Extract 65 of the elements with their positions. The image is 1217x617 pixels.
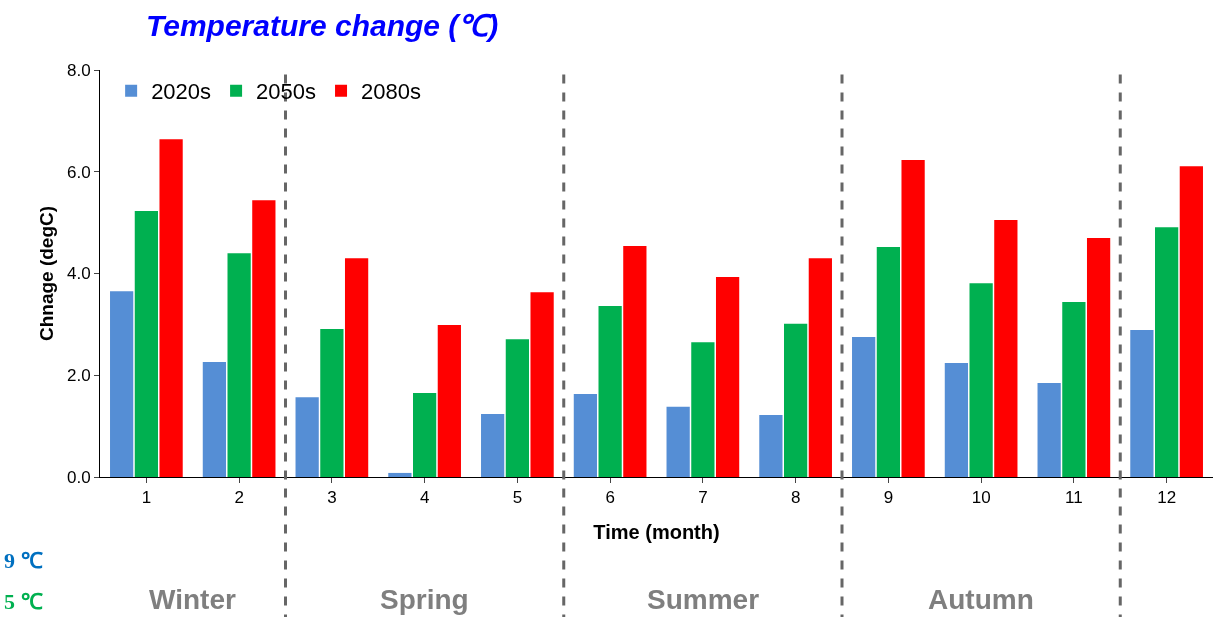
text: Summer: [647, 584, 760, 615]
bar: [481, 413, 505, 477]
bar: [784, 323, 808, 477]
x-tick-label: 7: [698, 488, 708, 508]
bar: [876, 247, 900, 477]
bar: [437, 324, 461, 477]
x-axis-title: Time (month): [593, 520, 720, 543]
text: 5 ℃: [4, 589, 43, 614]
legend-label: 2080s: [361, 79, 421, 105]
bar: [1155, 227, 1179, 477]
bar: [344, 258, 369, 477]
bar: [623, 246, 647, 477]
text: Autumn: [928, 584, 1034, 615]
bar: [598, 306, 622, 477]
x-tick-label: 9: [883, 488, 894, 508]
y-tick-label: 6.0: [66, 162, 91, 182]
y-tick-label: 4.0: [66, 264, 91, 284]
bar: [413, 393, 437, 477]
bar: [759, 414, 783, 477]
x-tick-label: 12: [1157, 488, 1177, 508]
bar: [573, 394, 598, 477]
bar: [202, 362, 227, 477]
bar: [852, 337, 876, 477]
y-tick-label: 2.0: [66, 366, 91, 386]
bar: [1130, 329, 1154, 477]
bar: [159, 139, 183, 477]
bar: [944, 363, 969, 477]
text: 9 ℃: [4, 548, 43, 573]
bar: [110, 291, 134, 477]
bar: [252, 200, 276, 477]
legend-label: 2050s: [256, 79, 317, 105]
bar: [969, 283, 993, 477]
bar: [808, 258, 832, 477]
bar: [1037, 382, 1061, 477]
bar: [691, 342, 715, 477]
y-tick-label: 8.0: [66, 60, 91, 80]
bar: [994, 220, 1018, 477]
legend-label: 2020s: [151, 79, 212, 105]
bar: [295, 397, 319, 477]
x-tick-label: 5: [512, 488, 523, 508]
text: Winter: [149, 584, 236, 615]
x-tick-label: 1: [141, 488, 152, 508]
y-tick-label: 0.0: [66, 467, 91, 487]
bar: [1086, 237, 1111, 477]
y-axis-title: Chnage (degC): [35, 205, 57, 342]
x-tick-label: 2: [234, 488, 244, 508]
chart-title: Temperature change (℃): [146, 9, 499, 43]
bar: [388, 472, 412, 477]
x-tick-label: 4: [419, 488, 430, 508]
bar: [134, 210, 158, 477]
bar: [530, 292, 554, 477]
bar: [505, 339, 529, 477]
x-tick-label: 3: [327, 488, 337, 508]
x-tick-label: 11: [1065, 488, 1083, 508]
bar: [666, 406, 690, 477]
x-tick-label: 10: [971, 488, 991, 508]
bar: [1179, 166, 1203, 477]
bar: [715, 277, 740, 477]
bar: [901, 160, 925, 477]
bar: [227, 253, 251, 477]
x-tick-label: 8: [790, 488, 801, 508]
bar: [1062, 301, 1086, 477]
text: Spring: [380, 584, 469, 615]
x-tick-label: 6: [605, 488, 615, 508]
bar: [320, 328, 344, 477]
